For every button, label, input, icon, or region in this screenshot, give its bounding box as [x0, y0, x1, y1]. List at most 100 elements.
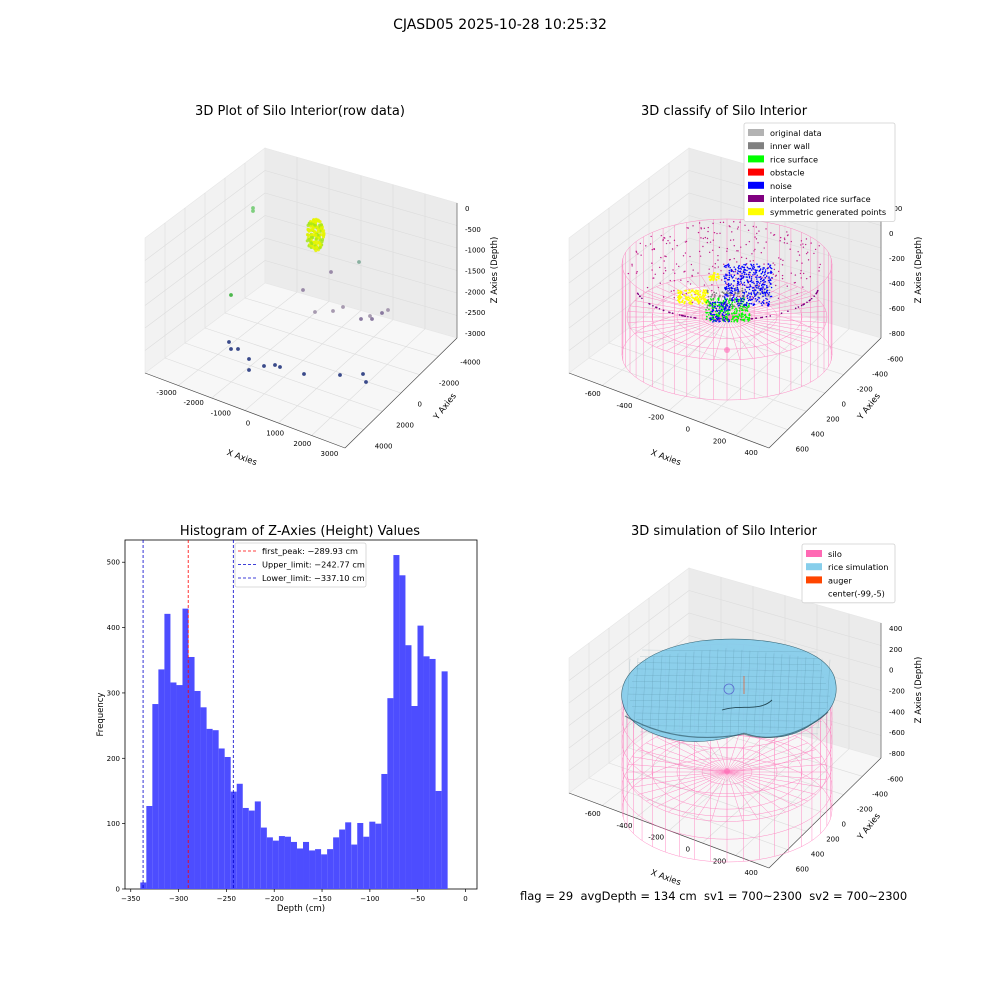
p1-point: [302, 372, 306, 376]
p2-noise-point: [736, 298, 739, 300]
p2-interp-point: [651, 262, 653, 264]
p2-interp-point: [794, 307, 797, 310]
p2-rice-point: [705, 312, 708, 314]
p2-noise-point: [759, 268, 762, 270]
p2-noise-point: [750, 303, 753, 305]
p2-noise-point: [761, 270, 764, 273]
p2-interp-point: [694, 317, 697, 319]
p2-noise-point: [716, 315, 718, 318]
p2-interp-point: [802, 286, 804, 288]
p2-noise-point: [768, 291, 771, 294]
p1-y-axis: [344, 337, 458, 449]
p2-interp-point: [816, 289, 819, 292]
histogram-legend: [234, 542, 367, 588]
p2-noise-point: [743, 284, 746, 286]
p2-legend-swatch: [748, 129, 764, 136]
p2-interp-point: [773, 234, 776, 236]
p4-mesh-line: [633, 675, 825, 678]
p4-z-tick: 400: [889, 625, 902, 633]
p2-interp-point: [781, 277, 784, 280]
p2-noise-point: [722, 305, 724, 308]
p2-noise-point: [754, 269, 756, 271]
p2-rice-point: [748, 319, 751, 321]
p2-interp-point: [761, 316, 764, 319]
p2-rice-point: [721, 315, 724, 318]
histogram-legend-label: Upper_limit: −242.77 cm: [262, 560, 365, 570]
p2-interp-point: [800, 244, 802, 246]
p2-noise-point: [758, 301, 760, 303]
p2-noise-point: [740, 298, 743, 301]
histogram-bar: [423, 656, 430, 889]
p2-interp-point: [673, 289, 675, 292]
p2-noise-point: [725, 294, 727, 297]
p2-interp-point: [627, 272, 630, 275]
p2-rice-point: [743, 314, 746, 316]
p2-interp-point: [763, 263, 765, 265]
p2-noise-point: [745, 304, 747, 306]
p4-mesh-line: [777, 654, 783, 732]
p2-noise-point: [763, 291, 766, 294]
p4-mesh-line: [629, 700, 829, 703]
p2-interp-point: [729, 239, 732, 241]
p2-interp-point: [810, 242, 812, 244]
p2-interp-point: [706, 241, 709, 244]
p4-mesh-line: [641, 649, 817, 653]
p2-noise-point: [724, 310, 726, 312]
panel2-title: 3D classify of Silo Interior: [640, 104, 808, 119]
p2-noise-point: [748, 298, 751, 301]
histogram-bar: [248, 810, 255, 889]
p2-interp-point: [640, 254, 642, 256]
p2-z-tick: -600: [889, 305, 905, 313]
p1-point: [357, 260, 361, 264]
p2-interp-point: [665, 242, 668, 245]
p2-noise-point: [765, 297, 767, 300]
p4-mesh-line: [635, 668, 823, 672]
p2-noise-point: [755, 280, 758, 283]
p1-point: [321, 235, 326, 239]
p4-mesh-line: [817, 658, 823, 729]
p2-symmetric-point: [688, 289, 691, 292]
p2-symmetric-point: [681, 300, 684, 303]
p2-noise-point: [718, 309, 720, 312]
p2-rice-point: [714, 303, 717, 306]
p1-point: [309, 222, 313, 226]
p2-noise-point: [723, 275, 725, 277]
p1-point: [319, 233, 323, 237]
p2-symmetric-point: [678, 294, 681, 297]
p2-noise-point: [724, 307, 727, 309]
p2-interp-point: [818, 270, 820, 272]
p2-interp-point: [722, 221, 725, 224]
p2-y-tick: 400: [811, 431, 824, 439]
p2-noise-point: [747, 281, 749, 283]
p2-symmetric-point: [701, 302, 704, 305]
p2-noise-point: [716, 310, 719, 313]
p2-noise-point: [757, 281, 760, 283]
p4-legend-swatch: [806, 563, 822, 571]
p2-symmetric-point: [694, 296, 697, 299]
p2-noise-point: [712, 316, 715, 319]
p2-interp-point: [787, 234, 789, 236]
p1-point: [312, 246, 316, 250]
p2-legend-label: symmetric generated points: [770, 207, 886, 217]
p2-noise-point: [752, 273, 754, 276]
p2-noise-point: [748, 275, 751, 278]
histogram-bar: [230, 791, 237, 889]
p2-symmetric-point: [692, 297, 695, 300]
p2-noise-point: [715, 317, 718, 320]
p2-noise-point: [727, 283, 729, 286]
p4-z-tick: -600: [889, 729, 905, 737]
p2-y-axis: [768, 337, 882, 449]
y-tick-label: 200: [107, 755, 120, 763]
p2-interp-point: [800, 277, 802, 279]
p4-rice-mesh: [625, 647, 831, 736]
p2-interp-point: [777, 270, 780, 273]
p1-point: [318, 246, 322, 250]
p2-symmetric-point: [715, 276, 718, 279]
p2-noise-point: [727, 279, 729, 281]
p4-mesh-line: [689, 651, 695, 733]
p2-noise-point: [732, 287, 734, 290]
p2-noise-point: [713, 314, 716, 316]
histogram-bar: [309, 850, 316, 889]
p2-rice-point: [722, 301, 724, 304]
p2-x-label: X Axies: [649, 448, 682, 468]
